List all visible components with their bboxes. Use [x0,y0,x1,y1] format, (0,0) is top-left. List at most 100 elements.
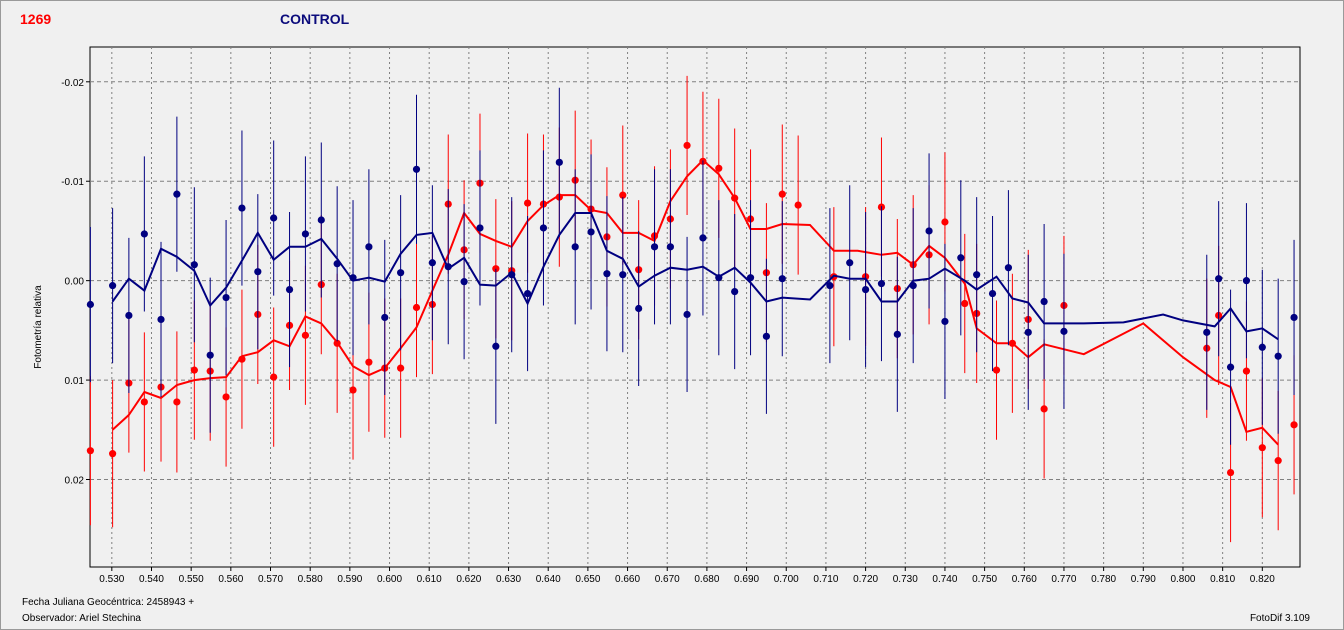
data-point [1290,421,1298,429]
x-tick-label: 0.760 [1012,574,1037,585]
data-point [285,286,294,294]
x-tick-label: 0.730 [893,574,918,585]
data-point [523,199,532,207]
x-axis-ticks: 0.530 0.540 0.550 0.560 0.570 0.580 0.590 0.600… [99,567,1275,585]
data-point [715,164,723,172]
star-id-label: 1269 [20,11,52,27]
data-point [1242,367,1251,375]
data-point [317,216,325,224]
x-tick-label: 0.600 [377,574,402,585]
data-point [1203,328,1211,336]
data-point [731,194,739,202]
x-tick-label: 0.640 [536,574,561,585]
data-point [992,366,1001,374]
data-point [508,271,516,279]
data-point [109,282,117,290]
x-tick-label: 0.570 [258,574,283,585]
x-tick-label: 0.780 [1091,574,1116,585]
y-axis-ticks: -0.02 -0.01 0.00 0.01 0.02 [61,78,90,487]
x-tick-label: 0.690 [734,574,759,585]
data-point [941,317,949,326]
series-2 [86,87,1298,445]
data-point [86,447,94,455]
data-point [846,259,854,267]
data-point [206,351,214,359]
data-point [173,398,181,406]
data-point [925,227,933,235]
data-point [349,274,357,282]
chart-title: CONTROL [280,11,350,27]
data-point [1060,327,1068,335]
data-point [1040,297,1048,306]
data-point [778,275,786,283]
data-point [715,274,723,282]
x-tick-label: 0.720 [853,574,878,585]
data-point [125,311,133,320]
data-point [365,243,373,251]
observer-label: Observador: Ariel Stechina [22,613,141,624]
data-point [412,165,421,173]
software-version-label: FotoDif 3.109 [1249,613,1310,624]
data-point [492,342,500,350]
data-point [778,190,786,198]
data-point [333,339,341,347]
data-point [539,224,548,232]
data-point [877,280,886,288]
data-point [270,214,278,222]
data-point [349,386,357,394]
data-point [1004,264,1013,272]
data-point [619,191,627,199]
data-point [635,304,643,313]
data-point [762,332,771,340]
data-point [1258,343,1266,351]
data-point [222,293,230,302]
x-tick-label: 0.670 [655,574,680,585]
data-point [650,243,659,251]
data-point [941,218,949,226]
data-point [140,398,148,406]
data-point [603,270,611,278]
data-point [476,224,484,232]
y-tick-label: -0.01 [61,177,84,188]
y-tick-label: 0.01 [65,376,85,387]
data-point [173,190,181,198]
data-point [1274,352,1282,360]
y-axis-label: Fotometría relativa [33,285,44,369]
data-point [861,286,870,294]
x-tick-label: 0.820 [1250,574,1275,585]
data-point [86,300,94,309]
data-point [893,330,901,338]
data-point [397,269,405,277]
data-point [683,310,691,319]
x-tick-label: 0.530 [99,574,124,585]
grid-lines [90,47,1300,567]
data-point [666,243,675,251]
y-tick-label: -0.02 [61,78,84,89]
x-tick-label: 0.660 [615,574,640,585]
data-point [731,287,739,296]
data-point [587,228,595,236]
data-point [222,393,230,401]
x-tick-label: 0.790 [1131,574,1156,585]
data-point [1274,457,1282,465]
x-tick-label: 0.710 [813,574,838,585]
data-point [140,230,148,238]
y-tick-label: 0.00 [65,277,85,288]
data-point [333,260,341,268]
data-point [254,268,262,276]
x-tick-label: 0.770 [1051,574,1076,585]
trend-line [111,212,1279,341]
x-tick-label: 0.800 [1170,574,1195,585]
x-tick-label: 0.580 [298,574,323,585]
data-point [1242,277,1251,285]
data-point [619,271,627,279]
x-tick-label: 0.540 [139,574,164,585]
data-point [973,271,981,279]
data-point [571,243,579,251]
data-point [1040,405,1048,413]
plot-area [89,46,1301,568]
x-tick-label: 0.550 [179,574,204,585]
data-point [190,366,198,374]
data-point [381,313,389,322]
